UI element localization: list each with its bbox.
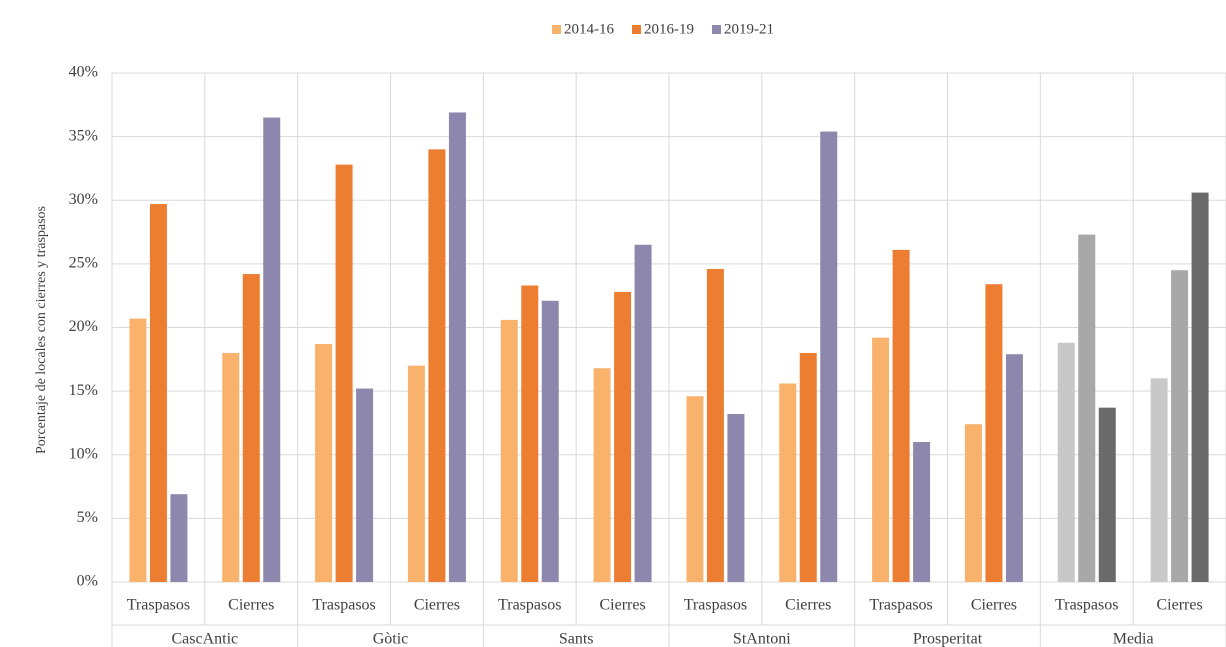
y-tick-label: 20% [69, 318, 98, 335]
x-tick-label: Cierres [228, 597, 274, 614]
bar [1150, 378, 1168, 582]
bar [222, 352, 240, 582]
bar [686, 396, 704, 582]
y-tick-label: 15% [69, 382, 98, 399]
bar [593, 368, 611, 582]
bar [448, 112, 466, 582]
bar [799, 352, 817, 582]
y-tick-label: 30% [69, 191, 98, 208]
x-tick-label: Cierres [971, 597, 1017, 614]
bar [335, 164, 353, 582]
x-tick-label: Cierres [599, 597, 645, 614]
x-tick-label: Cierres [785, 597, 831, 614]
bar [964, 424, 982, 582]
bar [1191, 192, 1209, 583]
bar [1098, 407, 1116, 582]
bar [614, 291, 632, 582]
y-tick-label: 40% [69, 64, 98, 81]
y-tick-label: 0% [77, 573, 98, 590]
bar [892, 249, 910, 582]
bar [1078, 234, 1096, 583]
bar [149, 204, 167, 582]
bar [1171, 270, 1189, 582]
group-label: Sants [559, 631, 594, 647]
bar [129, 318, 147, 582]
bar [242, 274, 260, 582]
bar [1005, 354, 1023, 582]
bar [356, 388, 374, 582]
bar [170, 494, 188, 582]
bar [872, 337, 890, 582]
y-tick-label: 10% [69, 445, 98, 462]
group-label: Media [1113, 631, 1154, 647]
group-label: Gòtic [373, 631, 409, 647]
bar [521, 285, 539, 582]
x-tick-label: Traspasos [312, 597, 375, 614]
bar [727, 414, 745, 582]
bar [985, 284, 1003, 582]
legend-label: 2019-21 [724, 21, 774, 37]
x-tick-label: Cierres [414, 597, 460, 614]
x-tick-label: Traspasos [1055, 597, 1118, 614]
legend-label: 2014-16 [564, 21, 614, 37]
bar [779, 383, 797, 582]
x-tick-label: Traspasos [127, 597, 190, 614]
group-label: Prosperitat [913, 631, 983, 647]
bar [500, 319, 518, 582]
bar [263, 117, 281, 582]
bar [541, 300, 559, 582]
x-tick-label: Traspasos [498, 597, 561, 614]
bar [315, 344, 333, 582]
bar [820, 131, 838, 582]
bar [706, 268, 724, 582]
y-tick-label: 5% [77, 509, 98, 526]
x-tick-label: Traspasos [684, 597, 747, 614]
legend-swatch [552, 25, 561, 34]
legend-swatch [632, 25, 641, 34]
bar [634, 244, 652, 582]
bar [913, 442, 931, 582]
bar [428, 149, 446, 582]
group-label: StAntoni [733, 631, 791, 647]
y-axis-label: Porcentaje de locales con cierres y tras… [34, 206, 49, 454]
y-tick-label: 25% [69, 255, 98, 272]
y-tick-label: 35% [69, 127, 98, 144]
legend-label: 2016-19 [644, 21, 694, 37]
bar [407, 365, 425, 582]
legend-swatch [712, 25, 721, 34]
x-tick-label: Traspasos [869, 597, 932, 614]
group-label: CascAntic [172, 631, 239, 647]
x-tick-label: Cierres [1156, 597, 1202, 614]
bar [1057, 342, 1075, 582]
